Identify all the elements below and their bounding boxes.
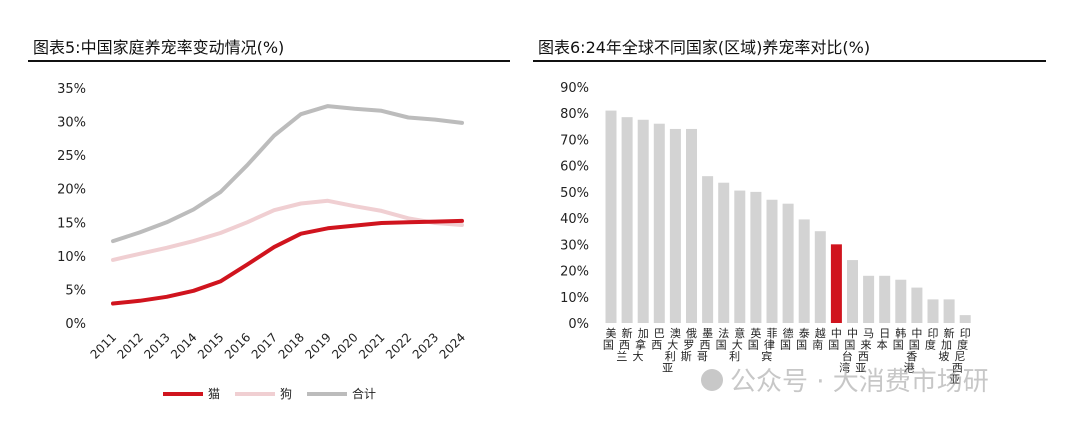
y-tick-label: 50% [560,186,589,201]
bar-美国 [605,110,617,323]
bar-日本 [879,275,891,323]
y-tick-label: 80% [560,107,589,122]
category-label: 泰国 [796,326,810,352]
y-tick-label: 60% [560,160,589,175]
line-chart-title: 图表5:中国家庭养宠率变动情况(%) [33,38,284,57]
y-tick-label: 10% [560,291,589,306]
category-label: 日本 [877,327,891,352]
category-label: 意大利 [729,326,745,363]
x-tick-label: 2019 [302,330,333,361]
x-tick-label: 2014 [168,330,199,361]
x-tick-label: 2024 [437,330,468,361]
y-tick-label: 70% [560,133,589,148]
series-line-猫 [111,218,464,306]
series-line-合计 [111,104,464,244]
category-label: 英国 [748,326,762,352]
bar-chart: 图表6:24年全球不同国家(区域)养宠率对比(%) 0% 10% 20% 30% 40%… [533,38,1046,386]
category-label: 加拿大 [633,327,649,363]
y-tick-label: 0% [568,317,589,332]
category-label: 越南 [812,326,826,352]
line-chart: 图表5:中国家庭养宠率变动情况(%) 0% 5% 10% 15% 20% 25% 30% 35… [28,38,510,401]
bar-新西兰 [621,117,633,324]
y-tick-label: 15% [57,216,86,231]
bar-英国 [750,191,762,323]
y-tick-label: 30% [560,238,589,253]
legend-label: 合计 [352,386,376,401]
bar-泰国 [798,219,810,323]
category-label: 马来西亚 [855,327,874,375]
bar-印度 [927,299,939,323]
bar-巴西 [653,123,665,323]
wechat-icon [701,369,723,391]
category-label: 中国台湾 [839,327,858,375]
x-tick-label: 2011 [88,330,119,361]
category-label: 法国 [716,326,730,352]
category-label: 德国 [780,326,794,352]
category-label: 韩国 [893,326,907,352]
category-label: 新西兰 [616,326,632,363]
y-tick-label: 20% [560,265,589,280]
category-label: 美国 [603,327,617,352]
bar-澳大利亚 [669,128,681,323]
y-tick-label: 20% [57,183,86,198]
bar-新加坡 [943,299,955,323]
x-tick-label: 2013 [141,330,172,361]
bar-俄罗斯 [686,128,697,323]
bar-菲律宾 [766,199,778,323]
x-tick-label: 2022 [383,330,414,361]
bar-法国 [718,182,730,323]
category-label: 新加坡 [938,326,954,363]
y-tick-label: 30% [57,116,86,131]
bar-墨西哥 [702,176,714,323]
bar-中国 [830,244,842,323]
category-label: 印度尼西亚 [949,327,970,386]
category-label: 巴西 [651,327,665,352]
watermark-text: 公众号 · 大消费市场研 [730,367,989,397]
x-tick-label: 2016 [222,330,253,361]
bar-意大利 [734,190,746,323]
bar-韩国 [895,279,907,323]
category-label: 中国 [828,327,842,352]
line-legend: 猫 狗 合计 [163,386,376,401]
x-tick-label: 2021 [356,330,387,361]
y-tick-label: 40% [560,212,589,227]
y-tick-label: 0% [65,317,86,332]
series-line-狗 [111,198,464,262]
category-label: 印度 [925,327,939,352]
bar-印度尼西亚 [959,315,971,323]
category-label: 菲律宾 [761,327,777,363]
bar-德国 [782,203,794,323]
bar-chart-title: 图表6:24年全球不同国家(区域)养宠率对比(%) [538,38,870,57]
category-label: 澳大利亚 [662,327,681,375]
bar-越南 [814,231,826,323]
x-tick-label: 2012 [114,330,145,361]
y-tick-label: 90% [560,81,589,96]
bar-中国台湾 [847,260,858,323]
bar-加拿大 [637,119,649,324]
y-tick-label: 35% [57,82,86,97]
x-tick-label: 2020 [329,330,360,361]
x-tick-label: 2018 [276,330,307,361]
category-label: 中国香港 [904,327,923,375]
legend-label: 狗 [280,387,292,401]
category-label: 墨西哥 [697,327,713,363]
x-tick-label: 2017 [249,330,280,361]
x-tick-label: 2015 [195,330,226,361]
bar-中国香港 [911,287,923,323]
y-tick-label: 25% [57,149,86,164]
category-label: 俄罗斯 [681,327,697,363]
x-tick-label: 2023 [410,330,441,361]
bar-马来西亚 [863,275,875,323]
watermark: 公众号 · 大消费市场研 [701,367,989,397]
y-tick-label: 10% [57,250,86,265]
legend-label: 猫 [208,387,220,401]
y-tick-label: 5% [65,283,86,298]
